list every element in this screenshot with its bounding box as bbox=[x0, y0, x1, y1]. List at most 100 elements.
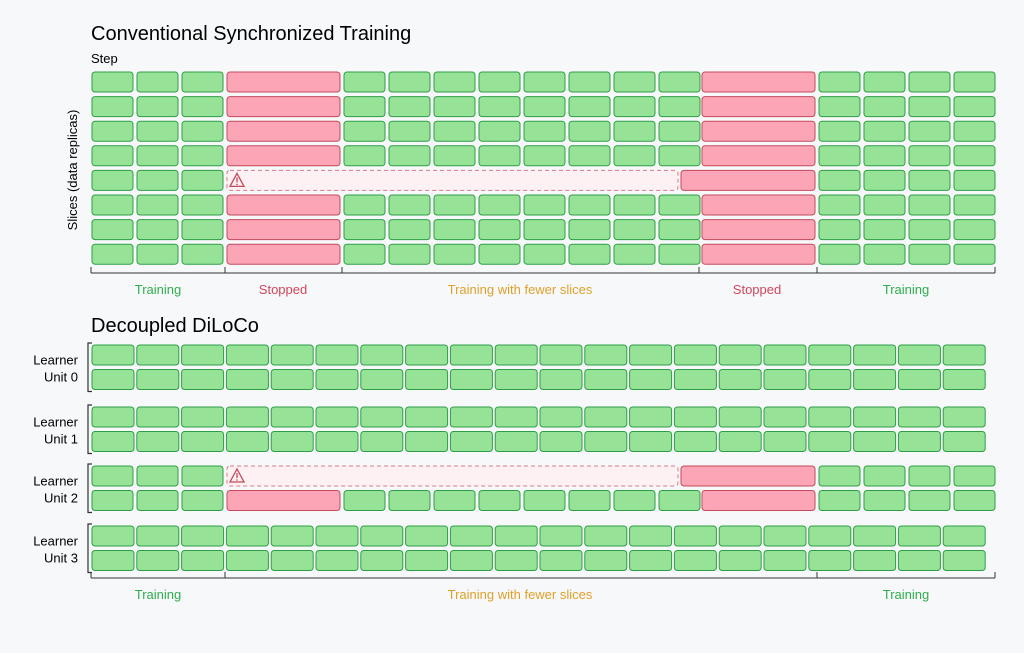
training-block bbox=[449, 431, 493, 452]
learner-unit-bracket bbox=[87, 342, 92, 393]
phase-label: Training bbox=[883, 587, 929, 602]
training-block bbox=[658, 194, 701, 216]
training-block bbox=[613, 145, 656, 167]
training-block bbox=[478, 490, 521, 511]
training-block bbox=[478, 71, 521, 93]
training-block bbox=[360, 369, 404, 390]
learner-unit-bracket bbox=[87, 463, 92, 514]
training-block bbox=[953, 96, 996, 118]
training-block bbox=[433, 145, 476, 167]
training-block bbox=[808, 431, 852, 452]
training-block bbox=[942, 550, 986, 571]
training-block bbox=[343, 194, 386, 216]
training-block bbox=[568, 120, 611, 142]
training-block bbox=[136, 465, 179, 487]
training-block bbox=[270, 406, 314, 428]
training-block bbox=[853, 525, 897, 547]
training-block bbox=[808, 344, 852, 366]
training-block bbox=[613, 219, 656, 241]
training-block bbox=[449, 525, 493, 547]
training-block bbox=[225, 431, 269, 452]
training-block bbox=[270, 344, 314, 366]
training-block bbox=[360, 525, 404, 547]
training-block bbox=[405, 406, 449, 428]
training-block bbox=[853, 406, 897, 428]
training-block bbox=[658, 96, 701, 118]
training-block bbox=[523, 120, 566, 142]
training-block bbox=[897, 550, 941, 571]
training-block bbox=[853, 550, 897, 571]
training-block bbox=[449, 406, 493, 428]
training-block bbox=[818, 490, 861, 511]
training-block bbox=[763, 344, 807, 366]
training-block bbox=[91, 431, 135, 452]
training-block bbox=[568, 145, 611, 167]
training-block bbox=[942, 344, 986, 366]
training-block bbox=[763, 550, 807, 571]
training-block bbox=[433, 120, 476, 142]
learner-unit-id: Unit 2 bbox=[44, 490, 78, 505]
training-block bbox=[181, 169, 224, 191]
training-block bbox=[91, 550, 135, 571]
training-block bbox=[818, 96, 861, 118]
training-block bbox=[315, 344, 359, 366]
training-block bbox=[388, 219, 431, 241]
training-block bbox=[763, 525, 807, 547]
training-block bbox=[523, 71, 566, 93]
training-block bbox=[658, 71, 701, 93]
warning-triangle-icon bbox=[228, 172, 246, 188]
training-block bbox=[942, 431, 986, 452]
training-block bbox=[494, 344, 538, 366]
training-block bbox=[953, 465, 996, 487]
training-block bbox=[863, 194, 906, 216]
training-block bbox=[613, 120, 656, 142]
stopped-block bbox=[701, 120, 816, 142]
training-block bbox=[539, 431, 583, 452]
stopped-block bbox=[226, 96, 341, 118]
training-block bbox=[763, 369, 807, 390]
training-block bbox=[181, 120, 224, 142]
training-block bbox=[225, 550, 269, 571]
training-block bbox=[494, 525, 538, 547]
training-block bbox=[818, 465, 861, 487]
training-block bbox=[863, 96, 906, 118]
training-block bbox=[360, 431, 404, 452]
diloco-title: Decoupled DiLoCo bbox=[91, 315, 259, 337]
training-block bbox=[91, 96, 134, 118]
training-block bbox=[523, 145, 566, 167]
training-block bbox=[478, 194, 521, 216]
training-block bbox=[853, 369, 897, 390]
training-block bbox=[449, 369, 493, 390]
training-block bbox=[181, 96, 224, 118]
stopped-block bbox=[701, 243, 816, 265]
training-block bbox=[433, 243, 476, 265]
training-block bbox=[897, 525, 941, 547]
training-block bbox=[539, 525, 583, 547]
training-block bbox=[908, 145, 951, 167]
training-block bbox=[942, 369, 986, 390]
training-block bbox=[494, 550, 538, 571]
training-block bbox=[181, 145, 224, 167]
training-block bbox=[953, 219, 996, 241]
diloco-grid: Learner Unit 0 Learner Unit 1 Learner Unit 2 L… bbox=[33, 342, 996, 574]
training-block bbox=[181, 344, 225, 366]
training-block bbox=[539, 344, 583, 366]
training-block bbox=[433, 490, 476, 511]
warning-triangle-icon bbox=[228, 467, 246, 483]
sync-phase-axis: Training Stopped Training with fewer slice… bbox=[90, 267, 996, 297]
training-block bbox=[584, 344, 628, 366]
training-block bbox=[818, 120, 861, 142]
training-block bbox=[808, 525, 852, 547]
training-block bbox=[808, 550, 852, 571]
training-block bbox=[225, 369, 269, 390]
training-block bbox=[863, 145, 906, 167]
training-block bbox=[136, 71, 179, 93]
learner-unit-id: Unit 3 bbox=[44, 550, 78, 565]
training-block bbox=[673, 431, 717, 452]
learner-unit-label: Learner bbox=[33, 533, 78, 548]
training-block bbox=[953, 169, 996, 191]
training-block bbox=[818, 71, 861, 93]
training-block bbox=[91, 71, 134, 93]
training-block bbox=[181, 406, 225, 428]
training-block bbox=[629, 550, 673, 571]
